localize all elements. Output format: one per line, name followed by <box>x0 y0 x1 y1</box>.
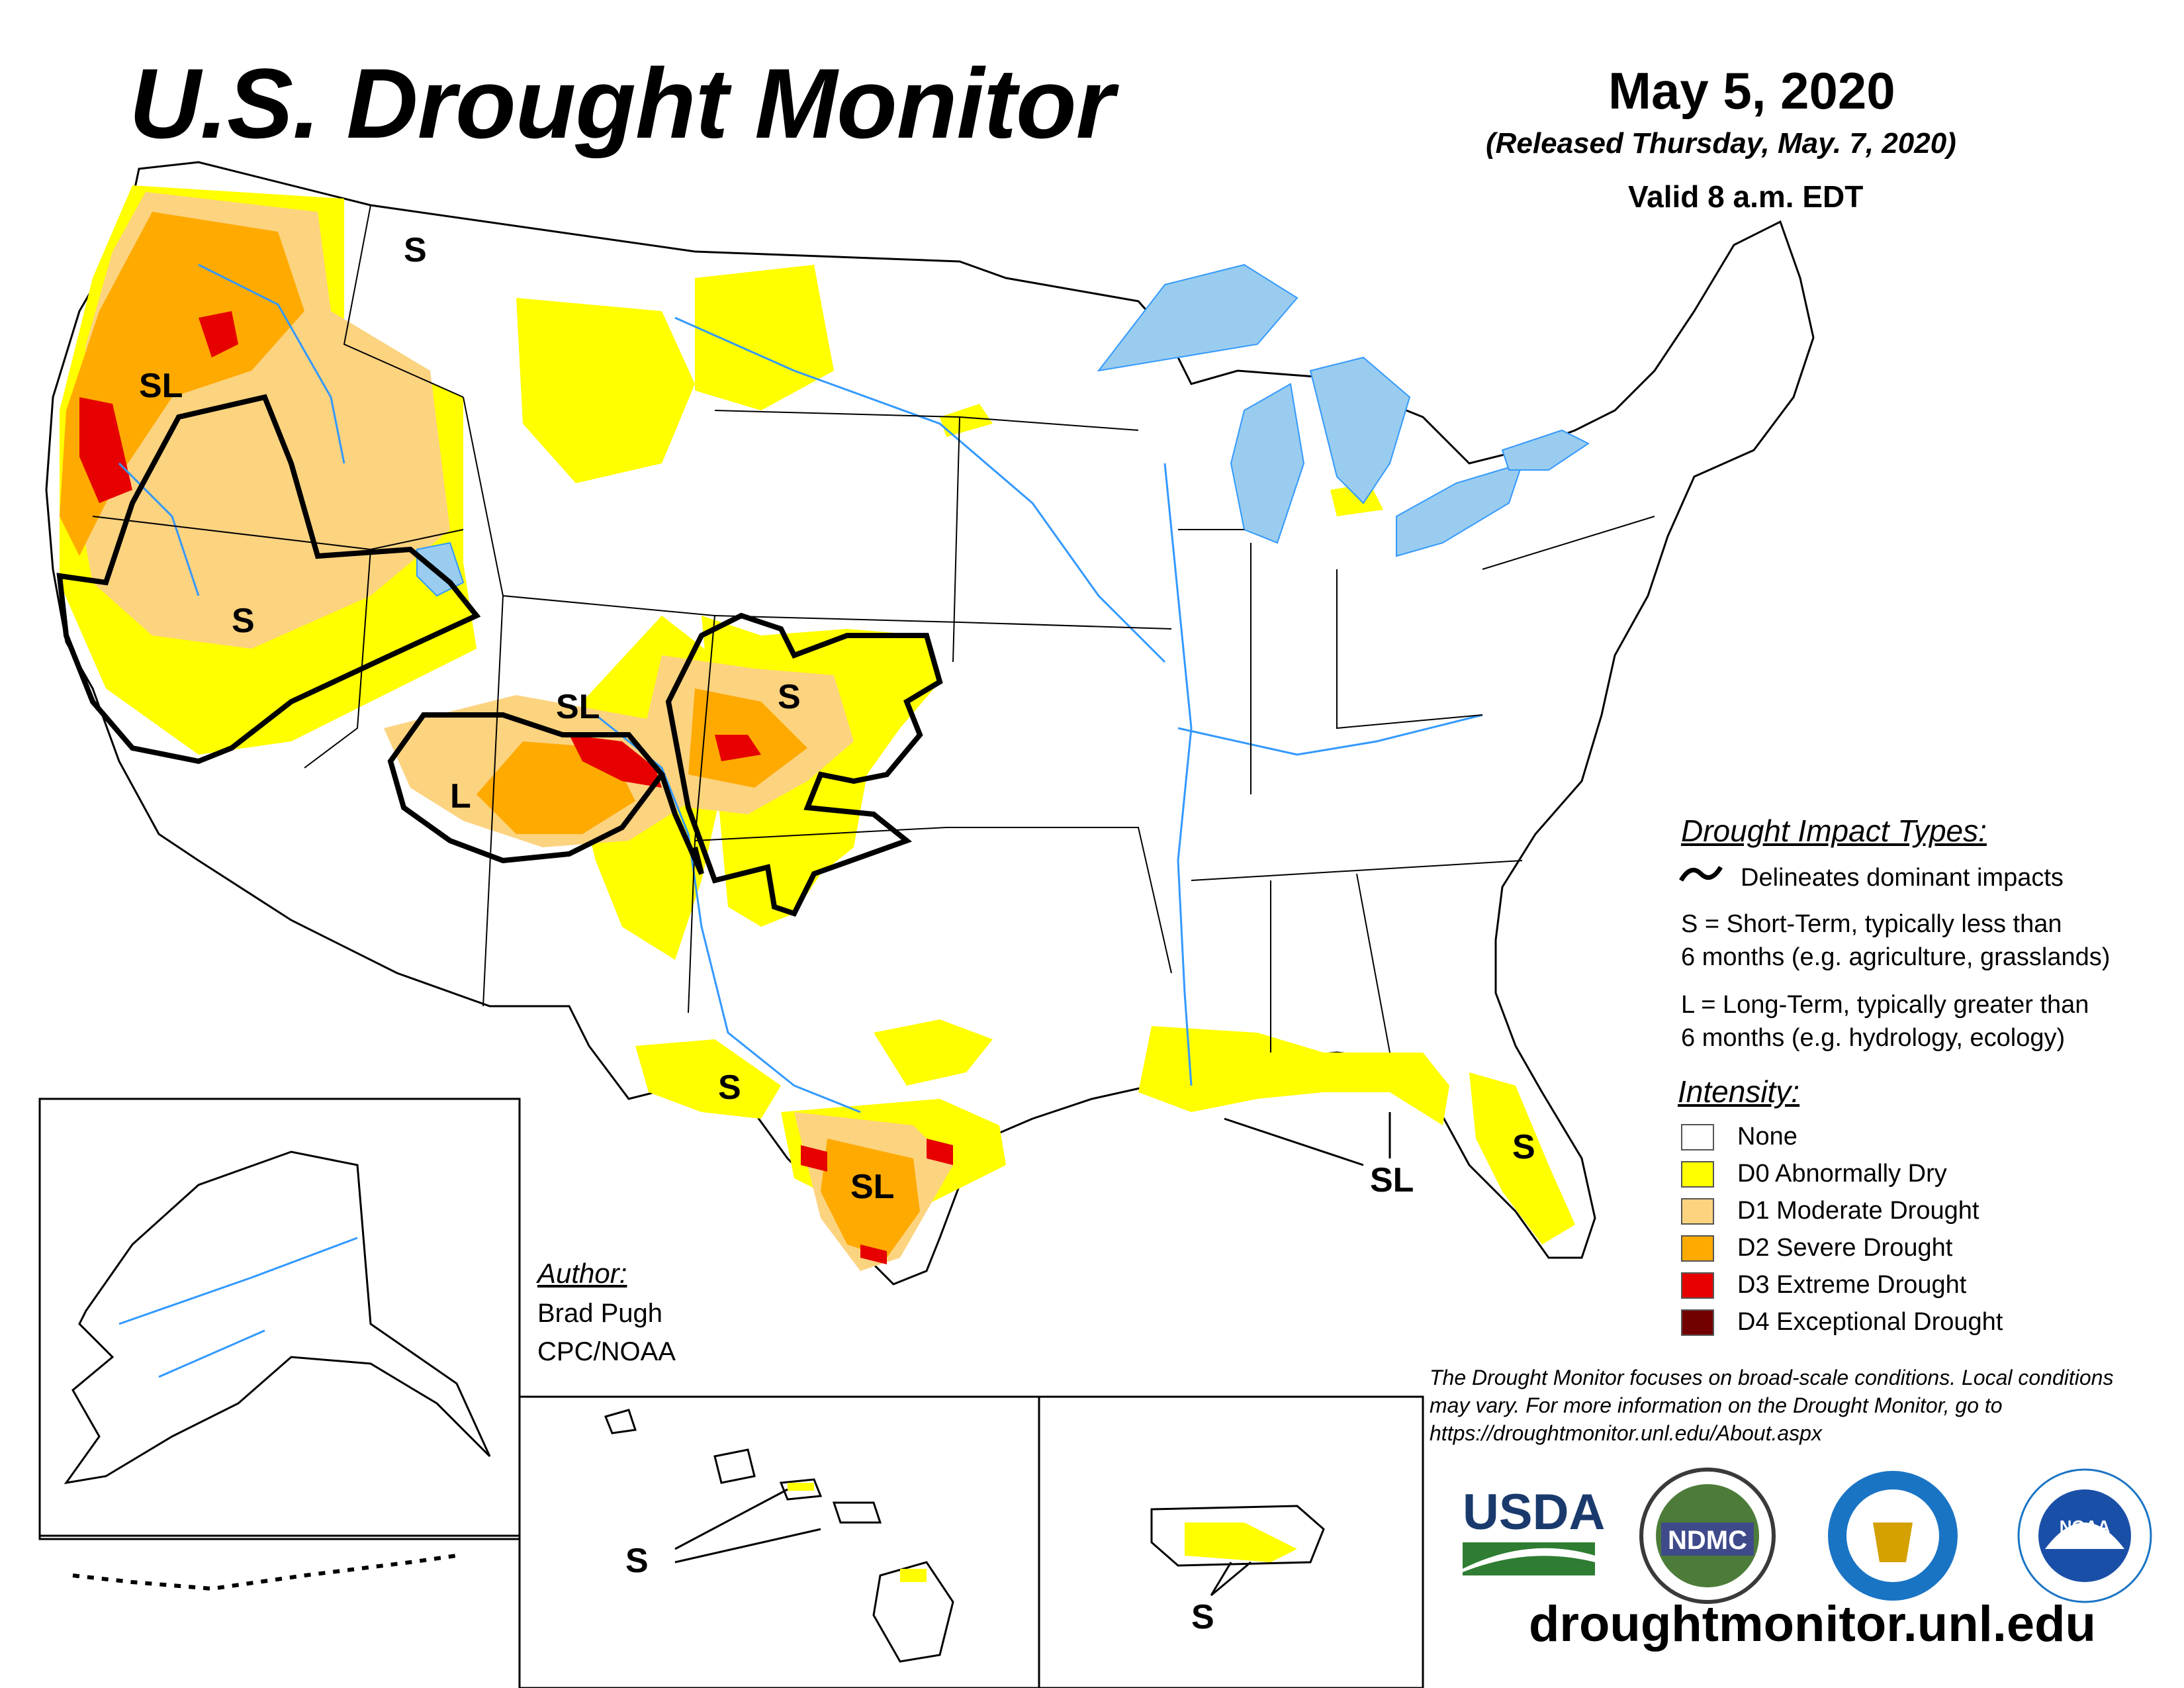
label-s-kansas: S <box>778 678 801 716</box>
intensity-swatch <box>1681 1272 1714 1299</box>
disclaimer-text: The Drought Monitor focuses on broad-sca… <box>1430 1366 2114 1445</box>
intensity-swatch <box>1681 1161 1714 1188</box>
intensity-swatch <box>1681 1198 1714 1225</box>
intensity-label: D0 Abnormally Dry <box>1737 1160 1947 1188</box>
intensity-swatch <box>1681 1309 1714 1336</box>
author-name: Brad Pugh <box>537 1299 663 1328</box>
label-s-florida: S <box>1512 1128 1535 1166</box>
hawaii-inset-frame <box>518 1395 1040 1688</box>
label-sl-gulf: SL <box>1370 1161 1414 1199</box>
label-sl-colorado: SL <box>556 688 600 726</box>
label-sl-south-texas: SL <box>850 1168 894 1206</box>
aleutian-islands <box>72 1554 457 1591</box>
author-org: CPC/NOAA <box>537 1337 676 1366</box>
great-lakes <box>1097 263 1590 557</box>
impact-types-heading: Drought Impact Types: <box>1681 814 1987 848</box>
intensity-label: D2 Severe Drought <box>1737 1234 1953 1262</box>
map-title: U.S. Drought Monitor <box>129 48 1115 159</box>
valid-time: Valid 8 a.m. EDT <box>1628 179 1864 214</box>
impact-delineates: Delineates dominant impacts <box>1741 864 2064 892</box>
ndmc-logo: NDMC <box>1639 1468 1776 1604</box>
impact-boundaries <box>56 394 943 917</box>
commerce-logo <box>1825 1468 1960 1603</box>
map-date: May 5, 2020 <box>1608 62 1895 120</box>
author-heading: Author: <box>537 1258 627 1289</box>
rivers <box>118 263 1483 1113</box>
svg-text:NDMC: NDMC <box>1668 1526 1747 1555</box>
svg-text:USDA: USDA <box>1463 1484 1605 1540</box>
impact-short-term-2: 6 months (e.g. agriculture, grasslands) <box>1681 943 2111 971</box>
intensity-swatch <box>1681 1235 1714 1262</box>
alaska-land <box>64 1150 491 1485</box>
usda-logo: USDA <box>1463 1484 1605 1575</box>
noaa-logo: NOAA <box>2017 1468 2152 1603</box>
label-s-nevada: S <box>232 602 255 640</box>
intensity-label: D4 Exceptional Drought <box>1737 1308 2003 1336</box>
label-s-idaho: S <box>404 231 427 269</box>
intensity-heading: Intensity: <box>1678 1074 1800 1109</box>
label-l-utah: L <box>450 777 471 816</box>
impact-long-term-1: L = Long-Term, typically greater than <box>1681 991 2089 1019</box>
intensity-label: None <box>1737 1123 1797 1150</box>
label-sl-oregon: SL <box>139 367 183 405</box>
impact-line-glyph <box>1678 866 1723 882</box>
intensity-label: D1 Moderate Drought <box>1737 1197 1979 1225</box>
svg-text:NOAA: NOAA <box>2060 1517 2111 1536</box>
label-s-hawaii: S <box>625 1542 649 1580</box>
callout-lines <box>1224 1112 1391 1166</box>
state-boundaries <box>92 205 1655 1053</box>
impact-short-term-1: S = Short-Term, typically less than <box>1681 910 2062 938</box>
intensity-label: D3 Extreme Drought <box>1737 1271 1967 1299</box>
label-s-puerto-rico: S <box>1191 1598 1214 1636</box>
release-date: (Released Thursday, May. 7, 2020) <box>1486 127 1956 160</box>
d3-areas <box>79 311 953 1264</box>
label-s-west-texas: S <box>718 1068 741 1107</box>
impact-long-term-2: 6 months (e.g. hydrology, ecology) <box>1681 1024 2066 1052</box>
intensity-swatch <box>1681 1124 1714 1150</box>
website-link[interactable]: droughtmonitor.unl.edu <box>1529 1596 2096 1652</box>
